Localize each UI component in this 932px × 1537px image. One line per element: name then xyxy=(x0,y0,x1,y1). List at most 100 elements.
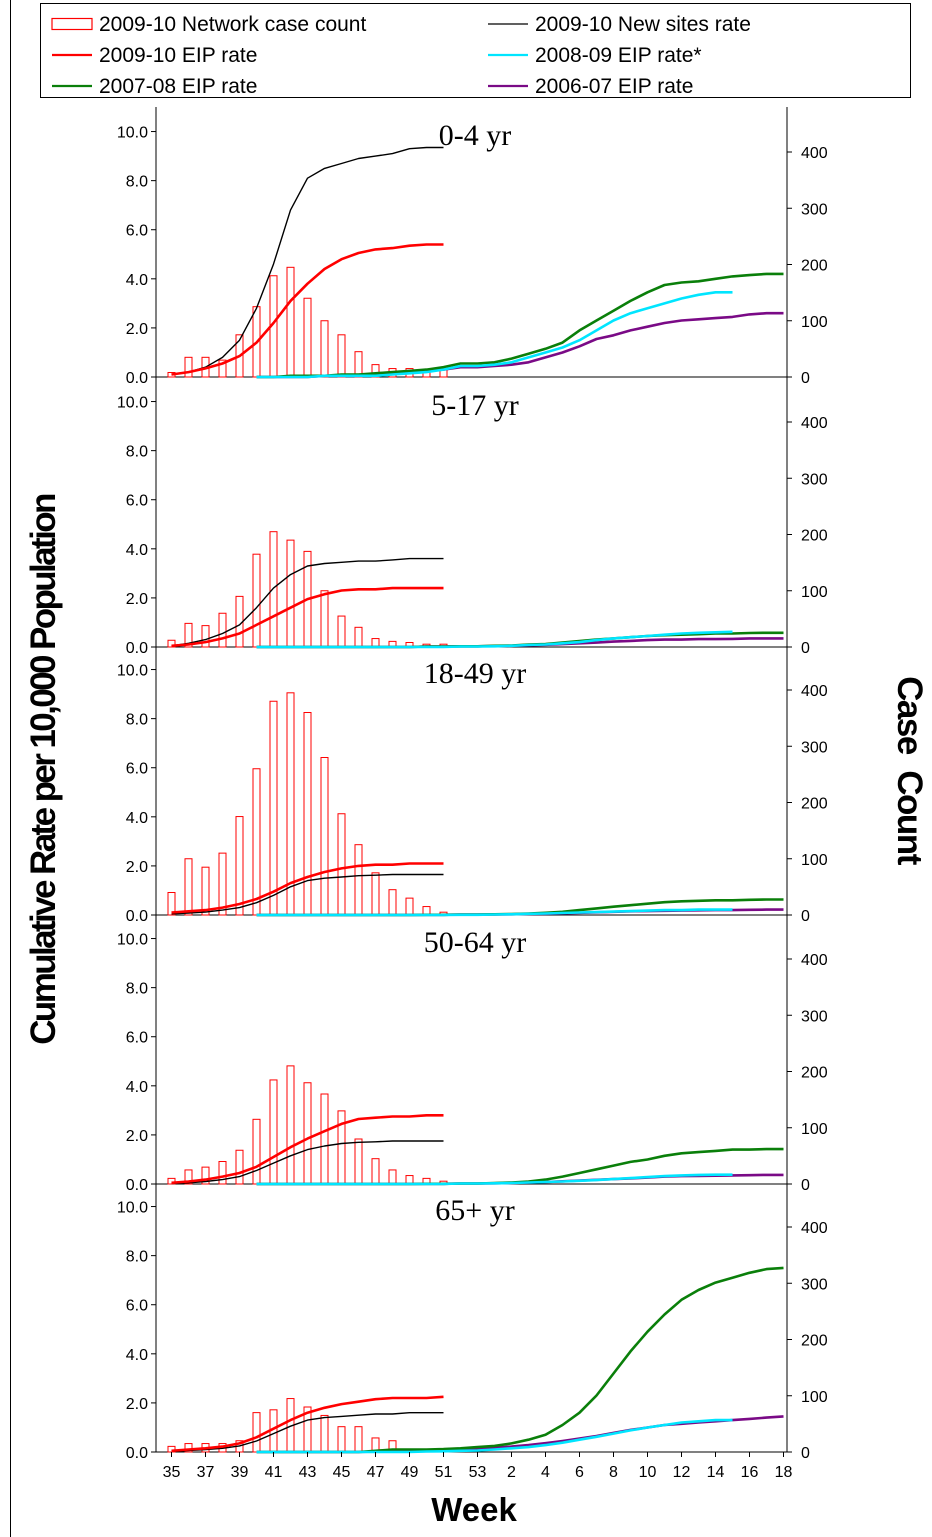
x-tick-label: 47 xyxy=(367,1464,385,1481)
series-line-2009-10-eip-rate xyxy=(171,243,444,376)
y-tick-label: 10.0 xyxy=(117,663,148,680)
legend-label: 2008-09 EIP rate* xyxy=(535,44,702,67)
case-count-bar xyxy=(235,1149,244,1185)
secondary-y-tick-label: 200 xyxy=(801,258,828,275)
case-count-bar xyxy=(201,625,210,648)
x-axis-label: Week xyxy=(431,1491,517,1528)
series-line-2009-10-new-sites-rate xyxy=(171,873,444,915)
y-tick-label: 8.0 xyxy=(126,981,148,998)
y-tick-label: 2.0 xyxy=(126,859,148,876)
legend-entry: 2009-10 Network case count xyxy=(51,13,366,36)
panel-title: 18-49 yr xyxy=(424,657,526,690)
case-count-bar xyxy=(218,852,227,916)
x-axis-ticks: 35 37 39 41 43 45 47 49 51 53 2 4 6 8 10 12 14 16 18 xyxy=(163,1452,793,1481)
case-count-bar xyxy=(201,1166,210,1185)
case-count-bar xyxy=(320,320,329,378)
x-tick-label: 53 xyxy=(469,1464,487,1481)
secondary-y-tick-label: 100 xyxy=(801,314,828,331)
secondary-y-tick-label: 0 xyxy=(801,1445,810,1462)
x-tick-label: 14 xyxy=(707,1464,725,1481)
case-count-bar xyxy=(303,712,312,916)
y-tick-label: 6.0 xyxy=(126,1298,148,1315)
y-tick-label: 8.0 xyxy=(126,1249,148,1266)
x-tick-label: 41 xyxy=(265,1464,283,1481)
secondary-y-tick-label: 200 xyxy=(801,528,828,545)
secondary-y-tick-label: 0 xyxy=(801,640,810,657)
legend-entry: 2008-09 EIP rate* xyxy=(488,44,702,67)
secondary-y-tick-label: 400 xyxy=(801,1220,828,1237)
panel-5-17-yr: 0.0 2.0 4.0 6.0 8.0 10.0 0 100 200 300 400 5-17 yr xyxy=(117,377,828,657)
case-count-bar xyxy=(269,700,278,916)
case-count-bar xyxy=(320,1093,329,1185)
secondary-y-tick-label: 200 xyxy=(801,796,828,813)
series-line-2009-10-new-sites-rate xyxy=(171,557,444,647)
legend-box xyxy=(40,3,911,98)
case-count-bar xyxy=(320,1414,329,1453)
case-count-bar xyxy=(184,1443,193,1453)
y-tick-label: 6.0 xyxy=(126,1030,148,1047)
y-tick-label: 10.0 xyxy=(117,1200,148,1217)
legend-label: 2006-07 EIP rate xyxy=(535,75,693,98)
y-tick-label: 0.0 xyxy=(126,640,148,657)
case-count-bar xyxy=(286,539,295,648)
case-count-bar xyxy=(371,872,380,916)
series-line-2008-09-eip-rate xyxy=(256,1173,733,1186)
y-tick-label: 6.0 xyxy=(126,223,148,240)
legend: 2009-10 Network case count 2009-10 New si… xyxy=(40,3,911,98)
x-tick-label: 8 xyxy=(609,1464,618,1481)
secondary-y-tick-label: 300 xyxy=(801,1276,828,1293)
x-tick-label: 45 xyxy=(333,1464,351,1481)
panel-title: 0-4 yr xyxy=(439,119,511,152)
y-tick-label: 0.0 xyxy=(126,1445,148,1462)
secondary-y-tick-label: 0 xyxy=(801,370,810,387)
series-line-2008-09-eip-rate xyxy=(256,291,733,379)
y-tick-label: 8.0 xyxy=(126,174,148,191)
panel-65-yr: 0.0 2.0 4.0 6.0 8.0 10.0 0 100 200 300 400 65+ yr xyxy=(117,1182,828,1462)
secondary-y-tick-label: 400 xyxy=(801,952,828,969)
case-count-bar xyxy=(218,359,227,378)
case-count-bar xyxy=(337,615,346,648)
panel-title: 5-17 yr xyxy=(431,389,518,422)
series-line-2009-10-eip-rate xyxy=(171,1114,444,1185)
secondary-y-tick-label: 300 xyxy=(801,739,828,756)
legend-entry: 2009-10 New sites rate xyxy=(488,13,751,36)
secondary-y-axis-label: Case Count xyxy=(890,676,929,866)
case-count-bar xyxy=(354,1426,363,1453)
y-tick-label: 6.0 xyxy=(126,761,148,778)
y-tick-label: 2.0 xyxy=(126,1396,148,1413)
secondary-y-tick-label: 200 xyxy=(801,1333,828,1350)
case-count-bar xyxy=(252,1118,261,1185)
secondary-y-tick-label: 300 xyxy=(801,471,828,488)
case-count-bar xyxy=(184,356,193,378)
y-tick-label: 0.0 xyxy=(126,370,148,387)
y-tick-label: 4.0 xyxy=(126,1079,148,1096)
case-count-bar xyxy=(184,858,193,916)
series-line-2009-10-new-sites-rate xyxy=(171,1412,444,1452)
case-count-bar xyxy=(167,1177,176,1185)
secondary-y-tick-label: 100 xyxy=(801,1121,828,1138)
panel-18-49-yr: 0.0 2.0 4.0 6.0 8.0 10.0 0 100 200 300 400 18-49 yr xyxy=(117,645,828,925)
case-count-bar xyxy=(167,639,176,648)
case-count-bar xyxy=(354,844,363,916)
case-count-bar xyxy=(201,866,210,916)
series-line-2009-10-eip-rate xyxy=(171,862,444,914)
x-tick-label: 12 xyxy=(673,1464,691,1481)
y-tick-label: 8.0 xyxy=(126,444,148,461)
y-tick-label: 0.0 xyxy=(126,1177,148,1194)
y-tick-label: 10.0 xyxy=(117,932,148,949)
x-tick-label: 35 xyxy=(163,1464,181,1481)
x-tick-label: 39 xyxy=(231,1464,249,1481)
case-count-bar xyxy=(286,1065,295,1185)
secondary-y-tick-label: 100 xyxy=(801,852,828,869)
secondary-y-tick-label: 300 xyxy=(801,201,828,218)
secondary-y-tick-label: 400 xyxy=(801,415,828,432)
panel-0-4-yr: 0.0 2.0 4.0 6.0 8.0 10.0 0 100 200 300 400 0-4 yr xyxy=(117,107,828,387)
series-line-2009-10-eip-rate xyxy=(171,1395,444,1453)
series-line-2008-09-eip-rate xyxy=(256,630,733,649)
case-count-bar xyxy=(388,1169,397,1185)
panel-title: 65+ yr xyxy=(435,1194,514,1227)
case-count-bar xyxy=(303,297,312,378)
secondary-y-tick-label: 100 xyxy=(801,584,828,601)
case-count-bar xyxy=(252,768,261,916)
